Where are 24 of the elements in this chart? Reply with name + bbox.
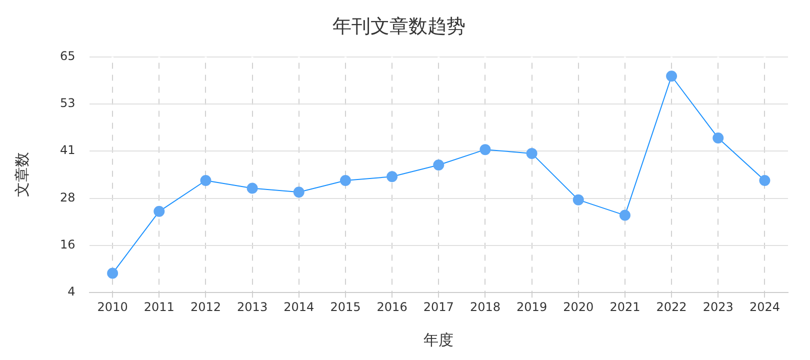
y-tick-label: 41 xyxy=(60,143,76,158)
x-tick-label: 2010 xyxy=(97,300,128,314)
x-tick-label: 2016 xyxy=(376,300,408,314)
y-tick-label: 65 xyxy=(60,48,76,63)
x-tick-label: 2024 xyxy=(749,300,780,314)
y-tick-label: 28 xyxy=(60,190,76,204)
x-tick-label: 2022 xyxy=(656,300,687,314)
y-axis-title: 文章数 xyxy=(12,152,31,198)
x-tick-label: 2018 xyxy=(470,300,500,314)
y-tick-label: 16 xyxy=(60,238,76,252)
x-axis-title: 年度 xyxy=(424,330,454,349)
x-tick-label: 2023 xyxy=(702,300,734,314)
x-tick-label: 2021 xyxy=(610,300,640,314)
x-tick-label: 2013 xyxy=(237,300,268,314)
y-tick-label: 53 xyxy=(60,96,76,110)
x-tick-label: 2017 xyxy=(423,300,454,314)
x-tick-label: 2011 xyxy=(144,300,174,314)
x-tick-label: 2019 xyxy=(516,300,548,314)
x-tick-label: 2020 xyxy=(563,300,594,314)
y-tick-label: 4 xyxy=(68,284,76,299)
x-tick-label: 2012 xyxy=(190,300,221,314)
x-tick-label: 2014 xyxy=(284,300,314,314)
x-tick-label: 2015 xyxy=(330,300,361,314)
chart-title: 年刊文章数趋势 xyxy=(332,15,466,38)
